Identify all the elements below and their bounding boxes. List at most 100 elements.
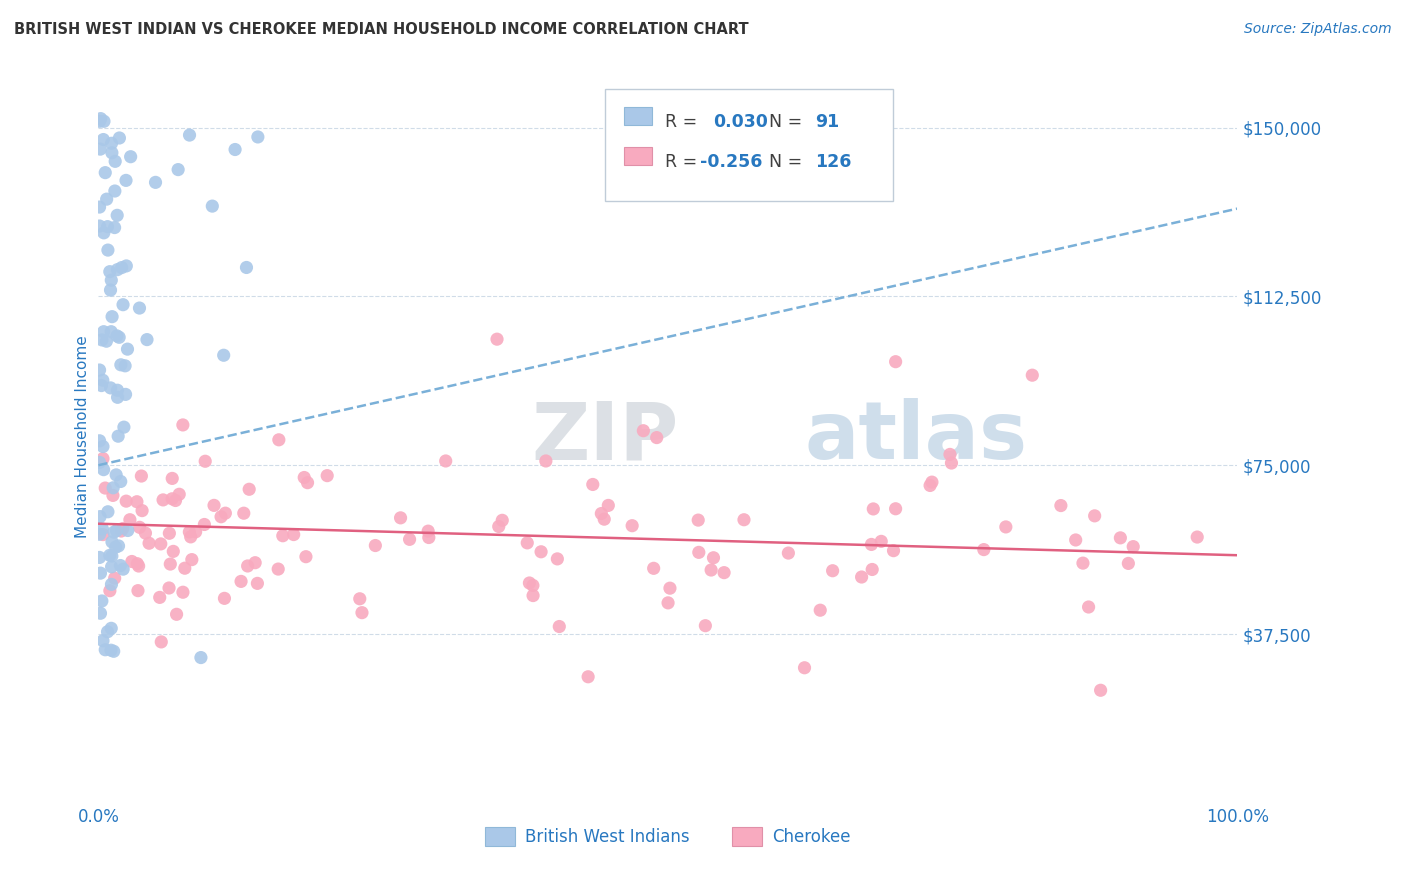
- Point: [921, 475, 943, 490]
- Point: [107, 383, 129, 397]
- Point: [104, 184, 127, 198]
- Point: [111, 522, 134, 536]
- Point: [884, 354, 907, 368]
- Point: [96, 624, 118, 639]
- Point: [108, 330, 131, 344]
- Point: [546, 552, 568, 566]
- Point: [167, 162, 190, 177]
- Point: [160, 491, 183, 506]
- Point: [97, 243, 120, 257]
- Point: [860, 537, 883, 551]
- Point: [246, 576, 269, 591]
- Point: [105, 467, 128, 482]
- Point: [90, 378, 112, 392]
- Point: [349, 591, 371, 606]
- Point: [591, 507, 613, 521]
- Point: [1021, 368, 1043, 383]
- Point: [180, 530, 202, 544]
- Point: [112, 298, 135, 312]
- Point: [236, 559, 259, 574]
- Point: [166, 607, 188, 622]
- Point: [107, 262, 129, 277]
- Point: [884, 501, 907, 516]
- Point: [101, 310, 124, 324]
- Point: [224, 143, 246, 157]
- Point: [214, 506, 236, 520]
- Point: [152, 492, 174, 507]
- Point: [576, 670, 599, 684]
- Point: [94, 481, 117, 495]
- Text: 91: 91: [815, 113, 839, 131]
- Point: [194, 454, 217, 468]
- Point: [238, 483, 260, 497]
- Point: [112, 562, 135, 576]
- Point: [89, 142, 111, 156]
- Point: [110, 475, 132, 489]
- Point: [882, 543, 904, 558]
- Point: [229, 574, 252, 589]
- Point: [114, 359, 136, 373]
- Point: [973, 542, 995, 557]
- Point: [418, 524, 440, 538]
- Point: [110, 558, 132, 573]
- Point: [91, 522, 114, 536]
- Legend: British West Indians, Cherokee: British West Indians, Cherokee: [479, 821, 856, 853]
- Point: [295, 549, 318, 564]
- Point: [101, 145, 124, 160]
- Point: [89, 363, 111, 377]
- Text: R =: R =: [665, 113, 703, 131]
- Point: [593, 512, 616, 526]
- Text: BRITISH WEST INDIAN VS CHEROKEE MEDIAN HOUSEHOLD INCOME CORRELATION CHART: BRITISH WEST INDIAN VS CHEROKEE MEDIAN H…: [14, 22, 748, 37]
- Point: [104, 540, 127, 554]
- Point: [110, 358, 132, 372]
- Point: [90, 594, 112, 608]
- Point: [180, 552, 202, 566]
- Point: [193, 517, 215, 532]
- Point: [100, 136, 122, 151]
- Point: [100, 643, 122, 657]
- Point: [778, 546, 800, 560]
- Text: atlas: atlas: [804, 398, 1028, 476]
- Point: [93, 462, 115, 476]
- Point: [89, 114, 111, 128]
- Point: [179, 524, 201, 539]
- Point: [733, 513, 755, 527]
- Point: [91, 333, 114, 347]
- Point: [101, 549, 124, 563]
- Point: [434, 454, 457, 468]
- Point: [93, 114, 115, 128]
- Text: R =: R =: [665, 153, 703, 171]
- Point: [267, 433, 290, 447]
- Point: [621, 518, 644, 533]
- Point: [108, 131, 131, 145]
- Point: [167, 487, 190, 501]
- Point: [283, 527, 305, 541]
- Point: [89, 550, 111, 565]
- Point: [89, 509, 111, 524]
- Point: [1084, 508, 1107, 523]
- Point: [688, 545, 710, 559]
- Point: [643, 561, 665, 575]
- Text: N =: N =: [769, 113, 808, 131]
- Point: [202, 499, 225, 513]
- Point: [267, 562, 290, 576]
- Text: N =: N =: [769, 153, 808, 171]
- Text: ZIP: ZIP: [531, 398, 679, 476]
- Point: [107, 390, 129, 404]
- Point: [1109, 531, 1132, 545]
- Point: [214, 591, 236, 606]
- Point: [201, 199, 224, 213]
- Point: [114, 387, 136, 401]
- Point: [389, 511, 412, 525]
- Point: [115, 173, 138, 187]
- Text: -0.256: -0.256: [700, 153, 762, 171]
- Point: [110, 524, 132, 538]
- Y-axis label: Median Household Income: Median Household Income: [75, 335, 90, 539]
- Point: [111, 260, 134, 275]
- Point: [522, 589, 544, 603]
- Point: [232, 506, 254, 520]
- Point: [150, 635, 173, 649]
- Point: [91, 132, 114, 146]
- Point: [91, 440, 114, 454]
- Point: [89, 200, 111, 214]
